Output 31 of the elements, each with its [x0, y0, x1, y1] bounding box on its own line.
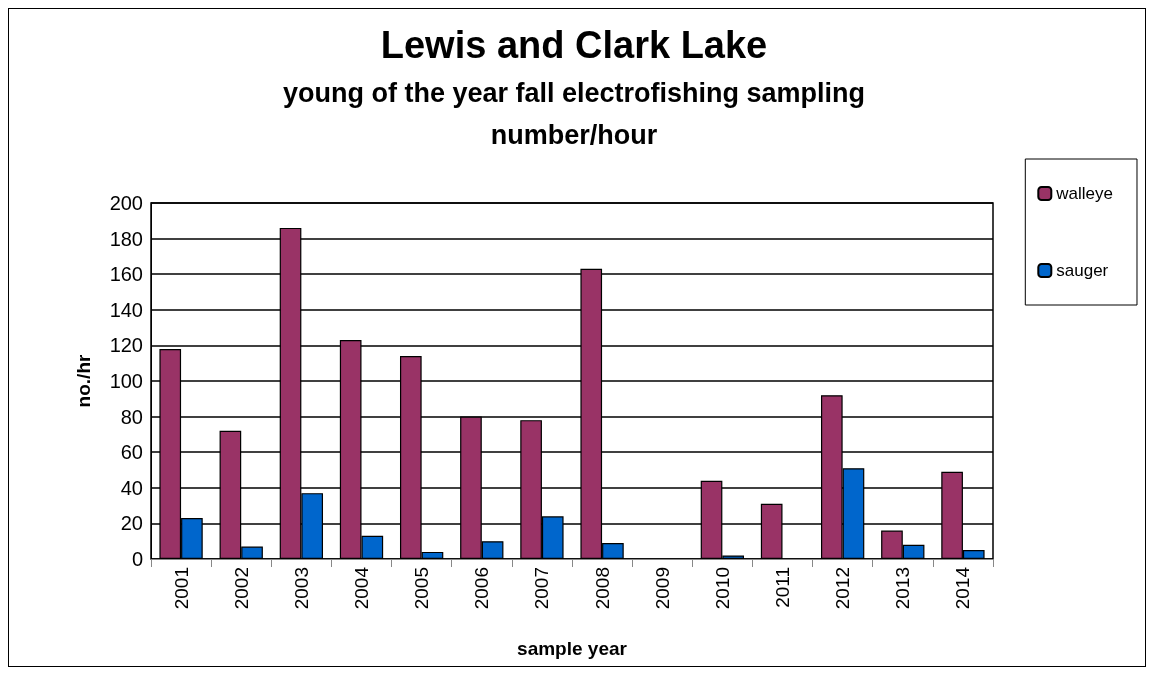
chart-subtitle: young of the year fall electrofishing sampling number/hour — [282, 78, 866, 150]
x-tick-label: 2014 — [952, 566, 974, 610]
y-tick-label: 40 — [120, 476, 143, 499]
x-tick-label: 2006 — [471, 567, 493, 610]
y-tick-label: 60 — [120, 441, 143, 464]
x-tick-label: 2013 — [892, 567, 914, 610]
chart-title: Lewis and Clark Lake — [380, 24, 768, 66]
y-axis-title: no./hr — [73, 354, 94, 408]
y-tick-label: 180 — [109, 227, 143, 250]
y-tick-label: 100 — [109, 370, 143, 392]
x-tick-label: 2002 — [230, 567, 252, 610]
x-tick-label: 2010 — [711, 567, 733, 610]
x-tick-label: 2001 — [170, 567, 192, 610]
x-tick-label: 2012 — [832, 567, 854, 610]
x-tick-label: 2003 — [290, 567, 312, 610]
legend-label: sauger — [1056, 261, 1109, 280]
x-tick-label: 2008 — [591, 567, 613, 610]
y-tick-label: 80 — [120, 405, 143, 428]
x-tick-label: 2009 — [651, 567, 673, 610]
x-tick-label: 2011 — [772, 567, 793, 608]
y-tick-label: 140 — [109, 298, 143, 321]
y-tick-label: 200 — [109, 192, 143, 214]
legend-label: walleye — [1055, 184, 1114, 203]
y-tick-label: 160 — [109, 263, 143, 286]
x-axis-title: sample year — [517, 638, 628, 659]
x-tick-label: 2005 — [411, 567, 433, 610]
y-tick-label: 20 — [120, 512, 143, 535]
x-tick-label: 2004 — [351, 566, 372, 610]
y-tick-label: 120 — [109, 334, 143, 357]
x-tick-label: 2007 — [531, 567, 553, 610]
y-tick-label: 0 — [131, 548, 143, 570]
